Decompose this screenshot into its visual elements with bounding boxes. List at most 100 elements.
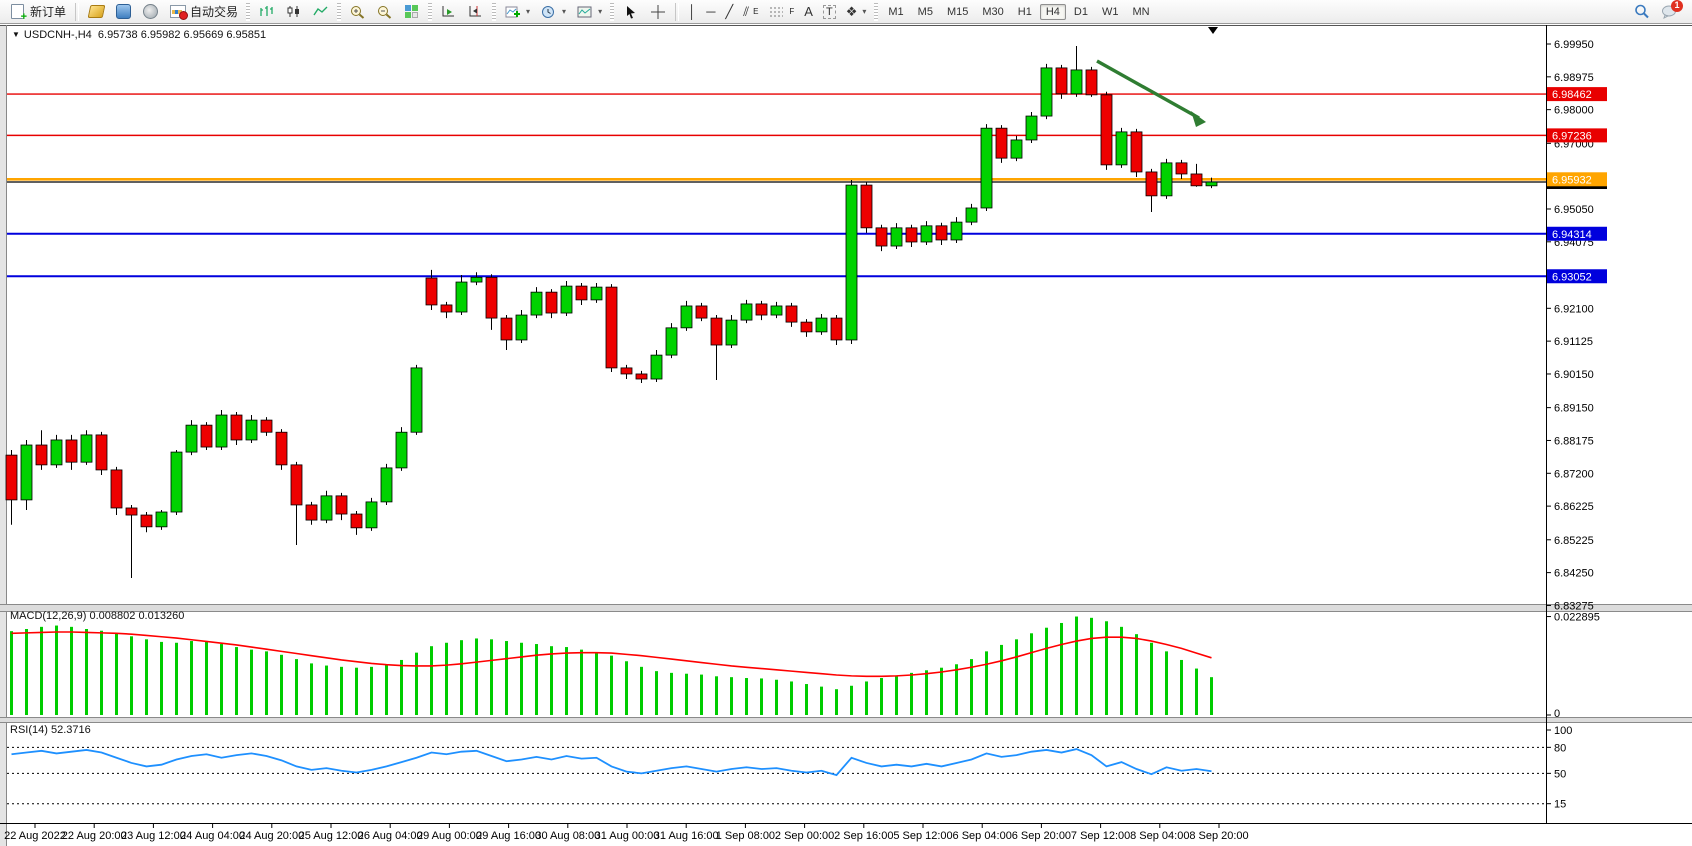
time-tick-label: 24 Aug 04:00 <box>180 830 245 842</box>
candle-up <box>515 314 528 341</box>
trendline-button[interactable]: ╱ <box>720 1 738 23</box>
new-order-button[interactable]: 新订单 <box>4 1 71 23</box>
rsi-level-label: 100 <box>1554 725 1572 737</box>
signals-button[interactable] <box>137 1 164 23</box>
community-button[interactable] <box>83 1 110 23</box>
search-button[interactable] <box>1628 1 1655 23</box>
chart-shift-button[interactable] <box>462 1 489 23</box>
macd-bar <box>670 672 673 715</box>
candle-up <box>245 419 258 441</box>
candle-down <box>5 454 18 501</box>
macd-label: MACD(12,26,9) 0.008802 0.013260 <box>10 610 184 622</box>
chat-button[interactable]: 1 <box>1655 0 1683 23</box>
candle-down <box>605 286 618 369</box>
bar-chart-button[interactable] <box>253 1 280 23</box>
timeframe-h1[interactable]: H1 <box>1017 5 1032 18</box>
text-button[interactable]: A <box>799 1 818 23</box>
time-tick-label: 2 Sep 16:00 <box>834 830 893 842</box>
time-tick-label: 29 Aug 00:00 <box>417 830 482 842</box>
macd-bar <box>40 626 43 715</box>
macd-bar <box>475 638 478 715</box>
candle-up <box>320 495 333 521</box>
window-left-edge <box>0 25 6 846</box>
horizontal-line-button[interactable]: ─ <box>701 1 720 23</box>
zoom-in-button[interactable] <box>344 1 371 23</box>
candle-down <box>260 419 273 433</box>
time-tick-label: 23 Aug 12:00 <box>121 830 186 842</box>
macd-bar <box>490 639 493 715</box>
macd-bar <box>190 641 193 715</box>
candle-down <box>1085 69 1098 96</box>
candle-down <box>1145 171 1158 197</box>
macd-bar <box>370 666 373 715</box>
timeframe-mn[interactable]: MN <box>1132 5 1150 18</box>
candle-down <box>440 304 453 313</box>
timeframe-w1[interactable]: W1 <box>1101 5 1119 18</box>
arrows-button[interactable]: ❖ ▾ <box>841 1 872 23</box>
auto-scroll-button[interactable] <box>435 1 462 23</box>
fibonacci-button[interactable]: F <box>763 1 799 23</box>
macd-bar <box>790 681 793 715</box>
timeframe-h4[interactable]: H4 <box>1039 3 1066 20</box>
candle-down <box>65 439 78 463</box>
timeframe-d1[interactable]: D1 <box>1073 5 1088 18</box>
vertical-line-button[interactable]: │ <box>683 1 701 23</box>
trend-arrow-annotation[interactable] <box>1096 59 1206 127</box>
candle-chart-button[interactable] <box>280 1 307 23</box>
candles-layer <box>5 46 1218 579</box>
price-tick-label: 6.92100 <box>1554 303 1594 315</box>
macd-bar <box>355 667 358 715</box>
panel-separator[interactable] <box>0 604 1692 612</box>
time-tick-label: 30 Aug 08:00 <box>535 830 600 842</box>
candle-up <box>920 225 933 243</box>
rsi-value: 52.3716 <box>50 724 91 736</box>
candle-up <box>170 451 183 513</box>
autotrade-button[interactable]: 自动交易 <box>164 1 243 23</box>
channel-button[interactable]: ⫽ E <box>738 1 763 23</box>
symbol-caret-icon[interactable]: ▼ <box>12 30 20 39</box>
timeframe-group: M1 M5 M15 M30 H1 H4 D1 W1 MN <box>881 3 1156 20</box>
panel-separator[interactable] <box>0 717 1692 723</box>
timeframe-m5[interactable]: M5 <box>917 5 933 18</box>
price-axis[interactable]: 6.999506.989756.980006.970006.950506.940… <box>1546 39 1594 612</box>
zoom-out-button[interactable] <box>371 1 398 23</box>
indicators-button[interactable]: ▾ <box>499 1 535 23</box>
timeframe-m1[interactable]: M1 <box>888 5 904 18</box>
tile-windows-button[interactable] <box>398 1 425 23</box>
ohlc-close: 6.95851 <box>226 29 267 41</box>
timeframe-m15[interactable]: M15 <box>946 5 969 18</box>
templates-button[interactable]: ▾ <box>571 1 607 23</box>
macd-bar <box>145 639 148 715</box>
price-tick-label: 6.98975 <box>1554 72 1594 84</box>
macd-bar <box>70 626 73 715</box>
cursor-button[interactable] <box>617 1 644 23</box>
mql5-button[interactable] <box>110 1 137 23</box>
rsi-level-label: 50 <box>1554 768 1566 780</box>
ohlc-open: 6.95738 <box>97 29 138 41</box>
candle-chart-icon <box>285 4 302 20</box>
macd-bar <box>745 678 748 715</box>
macd-bar <box>775 679 778 715</box>
crosshair-button[interactable] <box>644 1 671 23</box>
chart-shift-marker[interactable] <box>1208 27 1218 34</box>
arrow-shaft <box>1096 59 1200 120</box>
macd-bar <box>85 629 88 715</box>
candle-up <box>725 319 738 346</box>
candle-up <box>590 286 603 301</box>
text-label-icon: T <box>822 4 836 19</box>
price-tick-label: 6.87200 <box>1554 468 1594 480</box>
macd-bar <box>1000 644 1003 715</box>
timeframe-m30[interactable]: M30 <box>982 5 1004 18</box>
candle-down <box>1100 94 1113 166</box>
cursor-icon <box>622 4 639 20</box>
ohlc-high: 6.95982 <box>140 29 181 41</box>
text-label-button[interactable]: T <box>818 1 841 23</box>
arrow-head <box>1191 111 1206 127</box>
hline-icon: ─ <box>706 4 716 19</box>
candle-down <box>500 317 513 341</box>
line-chart-button[interactable] <box>307 1 334 23</box>
periods-button[interactable]: ▾ <box>535 1 571 23</box>
channel-letter: E <box>753 7 759 16</box>
